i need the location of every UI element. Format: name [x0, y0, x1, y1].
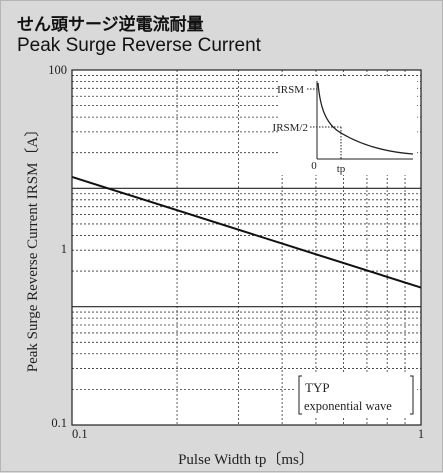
- plot-border: [71, 69, 422, 426]
- inset-decay-curve: [317, 82, 414, 155]
- x-tick-label-1: 1: [418, 427, 424, 441]
- title-japanese: せん頭サージ逆電流耐量: [17, 15, 204, 35]
- inset-label-irsm: IRSM: [277, 84, 304, 96]
- inset-label-tp: tp: [337, 163, 346, 175]
- series-layer: [71, 175, 422, 289]
- typ-bracket-left: [298, 375, 302, 415]
- y-tick-label-1: 1: [61, 242, 67, 256]
- typ-annotation-bg: [295, 372, 417, 418]
- x-axis-title: Pulse Width tp〔ms〕: [178, 451, 314, 468]
- typ-wave-label: exponential wave: [304, 399, 392, 413]
- y-tick-label-100: 100: [48, 63, 67, 77]
- y-axis-title: Peak Surge Reverse Current IRSM〔A〕: [24, 122, 41, 373]
- x-tick-label-0-1: 0.1: [72, 427, 88, 441]
- series-line-0: [71, 175, 422, 289]
- title-english: Peak Surge Reverse Current: [17, 35, 261, 56]
- y-tick-label-0-1: 0.1: [51, 416, 67, 430]
- typ-label: TYP: [305, 380, 330, 395]
- inset-label-irsm-half: IRSM/2: [273, 122, 308, 134]
- typ-bracket-right: [410, 375, 414, 415]
- inset-diagram: IRSM IRSM/2 0 tp: [273, 77, 417, 175]
- typ-annotation: TYP exponential wave: [295, 372, 417, 418]
- grid: [72, 70, 421, 425]
- inset-label-zero: 0: [311, 160, 317, 172]
